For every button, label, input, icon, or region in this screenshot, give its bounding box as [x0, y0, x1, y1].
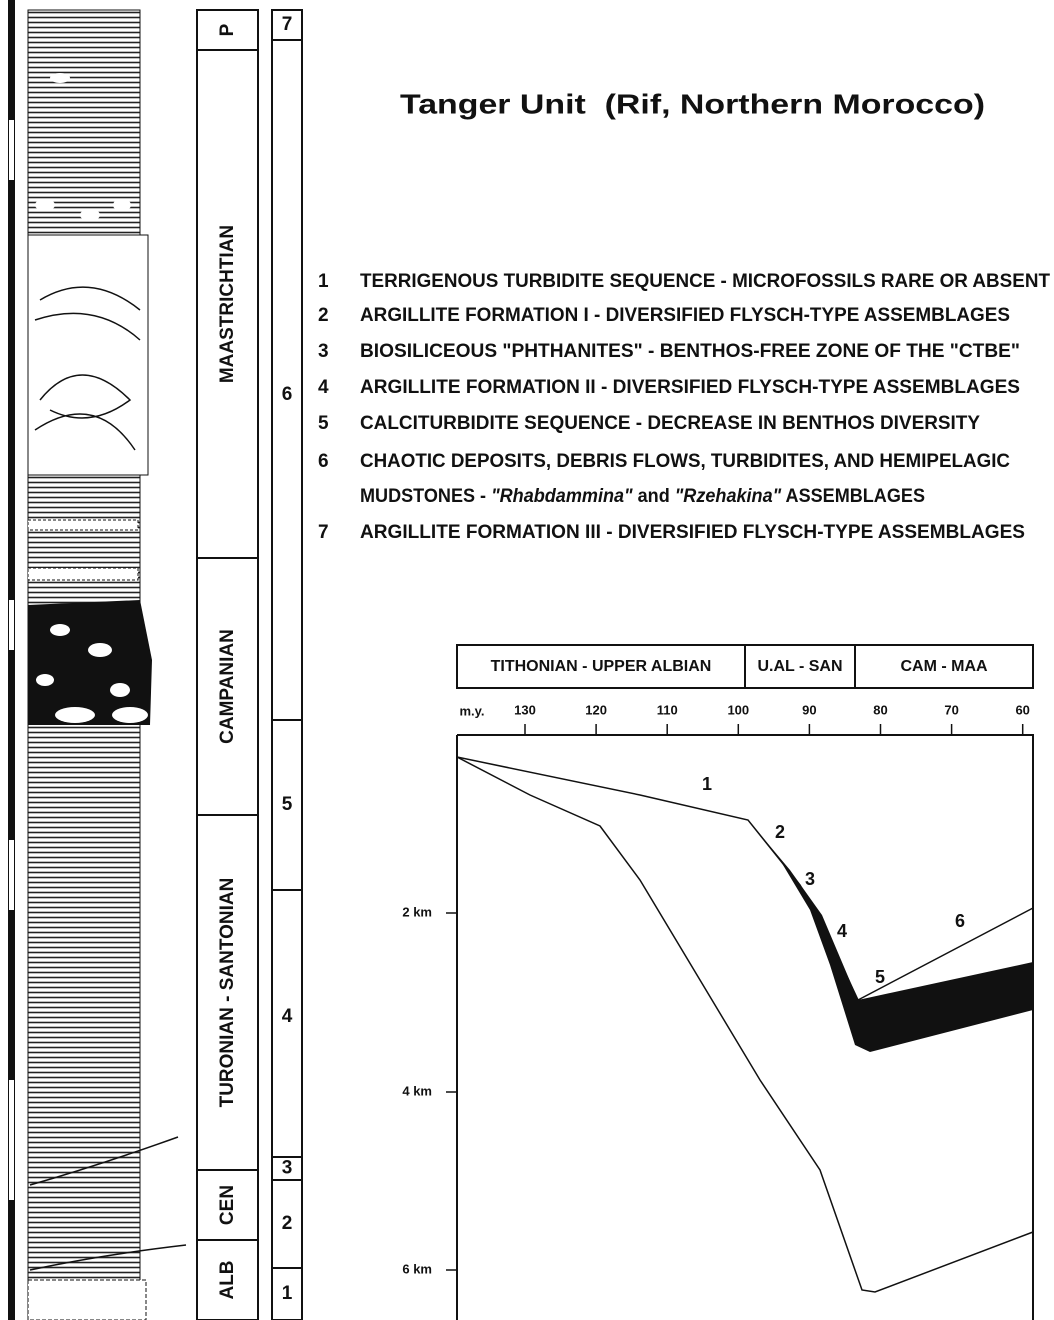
stage-column: P MAASTRICHTIAN CAMPANIAN TURONIAN - SANTON… [197, 10, 258, 1320]
unit-label: 5 [282, 794, 293, 815]
legend-number: 5 [318, 413, 329, 434]
legend: 1 TERRIGENOUS TURBIDITE SEQUENCE - MICROF… [318, 271, 1050, 543]
legend-text-part: "Rzehakina" [675, 486, 782, 507]
legend-text: TERRIGENOUS TURBIDITE SEQUENCE - MICROFO… [360, 271, 1050, 292]
legend-text: MUDSTONES - "Rhabdammina" and "Rzehakina… [360, 486, 925, 507]
depth-tick-label: 2 km [402, 904, 432, 919]
unit-label: 3 [282, 1158, 293, 1179]
age-axis-label: m.y. [459, 703, 484, 718]
age-tick-label: 80 [873, 702, 887, 717]
stage-label: CEN [217, 1185, 238, 1225]
unit-label: 2 [282, 1213, 293, 1234]
age-tick-label: 110 [657, 702, 678, 717]
legend-text: ARGILLITE FORMATION III - DIVERSIFIED FL… [360, 522, 1025, 543]
age-tick-label: 100 [727, 702, 749, 717]
legend-number: 7 [318, 522, 329, 543]
curve-label: 1 [702, 774, 712, 794]
legend-text: CALCITURBIDITE SEQUENCE - DECREASE IN BE… [360, 413, 980, 434]
age-tick-label: 130 [514, 702, 536, 717]
black-band [748, 820, 1033, 1052]
legend-text-part: and [633, 486, 675, 507]
page: Tanger Unit (Rif, Northern Morocco) P MAA… [0, 0, 1054, 1320]
stage-label: CAMPANIAN [217, 629, 238, 744]
unit-label: 1 [282, 1283, 293, 1304]
curve-label: 4 [837, 921, 847, 941]
curve-label: 5 [875, 967, 885, 987]
subsidence-diagram: TITHONIAN - UPPER ALBIAN U.AL - SAN CAM - … [402, 645, 1033, 1320]
unit-box [272, 40, 302, 720]
legend-text: ARGILLITE FORMATION I - DIVERSIFIED FLYS… [360, 305, 1010, 326]
stage-label: ALB [217, 1260, 238, 1299]
legend-number: 6 [318, 451, 329, 472]
stage-label: P [217, 23, 238, 36]
legend-number: 2 [318, 305, 329, 326]
unit-label: 4 [282, 1006, 293, 1027]
curve-top [457, 757, 1033, 1000]
curve-label: 6 [955, 911, 965, 931]
legend-number: 3 [318, 341, 329, 362]
depth-tick-label: 4 km [402, 1083, 432, 1098]
legend-text: CHAOTIC DEPOSITS, DEBRIS FLOWS, TURBIDIT… [360, 451, 1010, 472]
stage-label: TURONIAN - SANTONIAN [217, 878, 238, 1108]
unit-label: 7 [282, 14, 293, 35]
age-tick-label: 70 [944, 702, 958, 717]
period-label: CAM - MAA [900, 658, 988, 675]
age-tick-label: 90 [802, 702, 816, 717]
period-label: U.AL - SAN [757, 658, 842, 675]
title: Tanger Unit (Rif, Northern Morocco) [400, 88, 985, 119]
unit-label: 6 [282, 384, 293, 405]
legend-text: ARGILLITE FORMATION II - DIVERSIFIED FLY… [360, 377, 1020, 398]
legend-text: BIOSILICEOUS "PHTHANITES" - BENTHOS-FREE… [360, 341, 1020, 362]
depth-tick-label: 6 km [402, 1261, 432, 1276]
curve-label: 2 [775, 822, 785, 842]
unit-column: 7 6 5 4 3 2 1 [272, 10, 302, 1320]
legend-text-part: ASSEMBLAGES [781, 486, 925, 507]
strat-column [8, 0, 186, 1320]
legend-number: 1 [318, 271, 329, 292]
legend-text-part: "Rhabdammina" [491, 486, 633, 507]
legend-number: 4 [318, 377, 329, 398]
curve-label: 3 [805, 869, 815, 889]
stage-label: MAASTRICHTIAN [217, 225, 238, 383]
legend-text-part: MUDSTONES - [360, 486, 491, 507]
age-tick-label: 60 [1015, 702, 1029, 717]
age-tick-label: 120 [585, 702, 607, 717]
period-label: TITHONIAN - UPPER ALBIAN [491, 658, 712, 675]
